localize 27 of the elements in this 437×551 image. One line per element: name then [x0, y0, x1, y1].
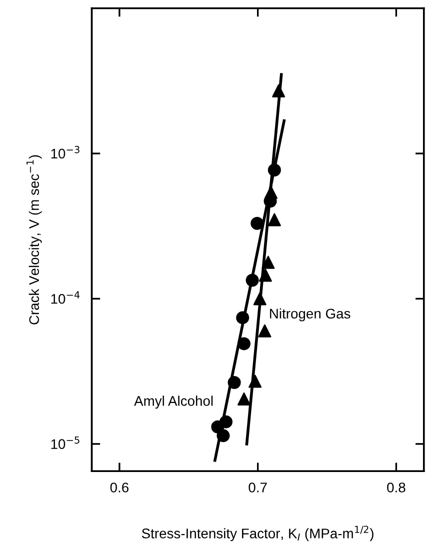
point	[216, 429, 230, 442]
series-label: Amyl Alcohol	[134, 396, 213, 409]
y-tick-label: 10$^{−3}$	[51, 146, 80, 159]
point	[258, 268, 272, 282]
y-tick-label: 10$^{−5}$	[51, 436, 80, 450]
point	[272, 84, 286, 98]
point	[237, 392, 250, 406]
x-tick-label: 0.6	[110, 482, 128, 492]
x-tick-label: 0.7	[248, 482, 267, 492]
series-label: Nitrogen Gas	[270, 308, 350, 322]
y-tick-label: 10$^{−4}$	[51, 291, 80, 304]
y-axis-title: Crack Velocity, V (m sec$^{−1}$)	[26, 155, 42, 324]
x-axis-title: Stress-Intensity Factor, K$_{I}$ (MPa-m$^{1/2}$)	[142, 526, 374, 542]
point	[253, 292, 266, 306]
point	[264, 186, 278, 199]
x-tick-label: 0.8	[387, 482, 406, 492]
point	[248, 374, 262, 388]
point	[246, 274, 259, 287]
point	[258, 324, 272, 338]
point	[237, 337, 250, 350]
point	[228, 376, 241, 389]
point	[268, 213, 281, 226]
point	[236, 311, 250, 324]
point	[262, 256, 275, 269]
point	[250, 216, 264, 230]
point	[211, 420, 224, 434]
point	[268, 163, 281, 176]
